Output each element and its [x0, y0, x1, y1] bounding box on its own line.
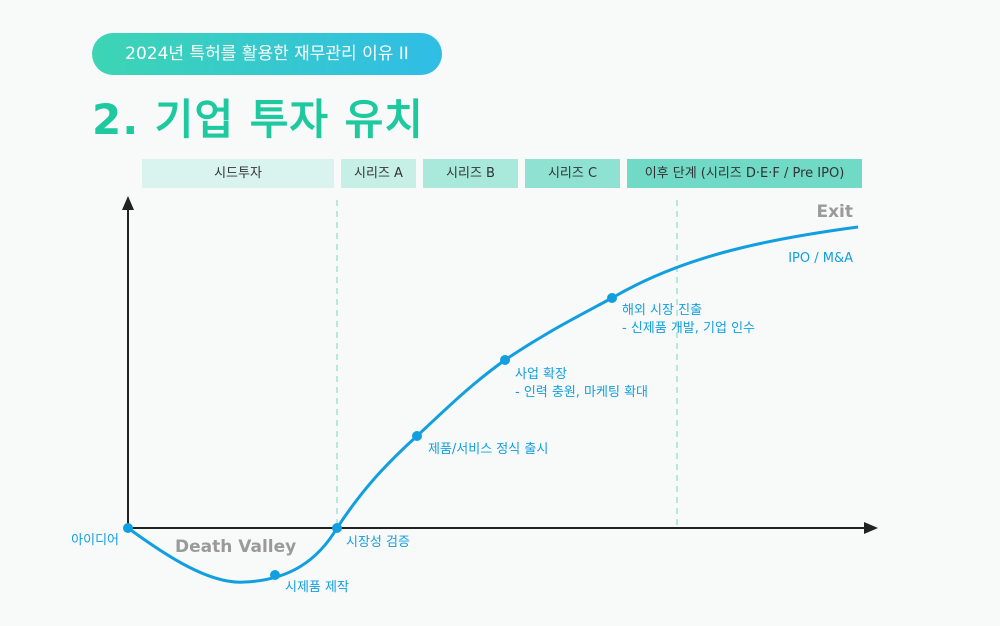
stage-seed: 시드투자: [142, 159, 334, 188]
label-global-detail: - 신제품 개발, 기업 인수: [622, 321, 755, 336]
label-expansion-detail: - 인력 충원, 마케팅 확대: [515, 385, 648, 400]
stage-series-a: 시리즈 A: [341, 159, 416, 188]
x-axis-arrow: [864, 522, 878, 534]
label-launch: 제품/서비스 정식 출시: [428, 442, 548, 457]
subtitle-badge: 2024년 특허를 활용한 재무관리 이유 II: [92, 33, 442, 75]
exit-label: Exit: [816, 202, 853, 222]
growth-curve: [127, 225, 859, 584]
point-market-validation: [332, 523, 342, 533]
label-expansion: 사업 확장: [515, 367, 567, 382]
death-valley-label: Death Valley: [175, 537, 296, 557]
label-global: 해외 시장 진출: [622, 303, 702, 318]
point-launch: [412, 431, 422, 441]
y-axis-arrow: [122, 196, 134, 210]
point-prototype: [270, 570, 280, 580]
point-global: [607, 293, 617, 303]
stage-series-b: 시리즈 B: [423, 159, 518, 188]
stage-series-c: 시리즈 C: [525, 159, 620, 188]
stage-later: 이후 단계 (시리즈 D·E·F / Pre IPO): [627, 159, 862, 188]
point-idea: [123, 523, 133, 533]
label-prototype: 시제품 제작: [285, 580, 349, 595]
ipo-label: IPO / M&A: [788, 251, 853, 266]
label-market-validation: 시장성 검증: [346, 535, 410, 550]
point-expansion: [500, 355, 510, 365]
label-idea: 아이디어: [71, 533, 119, 548]
page-title: 2. 기업 투자 유치: [92, 95, 424, 144]
